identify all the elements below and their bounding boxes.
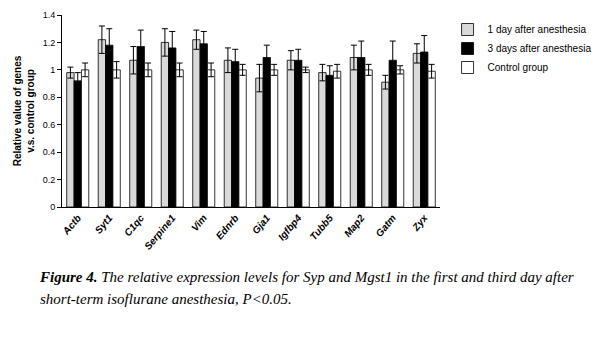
svg-text:0.6: 0.6 (43, 120, 56, 130)
svg-text:0: 0 (50, 202, 55, 212)
svg-text:0.8: 0.8 (43, 92, 56, 102)
svg-text:Control group: Control group (488, 62, 549, 73)
svg-text:Map2: Map2 (342, 212, 367, 239)
svg-text:Zyx: Zyx (409, 212, 429, 233)
svg-text:Vim: Vim (189, 212, 209, 233)
svg-text:1: 1 (50, 65, 55, 75)
svg-text:Gatm: Gatm (373, 212, 398, 239)
svg-text:Relative value of genesv.s. co: Relative value of genesv.s. control grou… (12, 55, 36, 166)
svg-text:0.4: 0.4 (43, 147, 56, 157)
svg-text:C1qc: C1qc (122, 212, 146, 238)
svg-text:Ednrb: Ednrb (214, 212, 241, 241)
svg-text:Igfbp4: Igfbp4 (276, 212, 304, 242)
svg-text:Actb: Actb (60, 212, 83, 237)
svg-text:Serpine1: Serpine1 (142, 212, 178, 252)
svg-text:Gja1: Gja1 (250, 212, 273, 236)
svg-text:1 day after anesthesia: 1 day after anesthesia (488, 24, 587, 35)
svg-text:1.2: 1.2 (43, 38, 56, 48)
svg-text:3 days after anesthesia: 3 days after anesthesia (488, 43, 592, 54)
svg-text:0.2: 0.2 (43, 175, 56, 185)
svg-text:Syt1: Syt1 (93, 212, 115, 236)
svg-text:1.4: 1.4 (43, 10, 56, 20)
html-text:Figure 4. The relative express: Figure 4. The relative expression levels… (40, 269, 574, 307)
svg-text:Tubb5: Tubb5 (308, 212, 336, 242)
